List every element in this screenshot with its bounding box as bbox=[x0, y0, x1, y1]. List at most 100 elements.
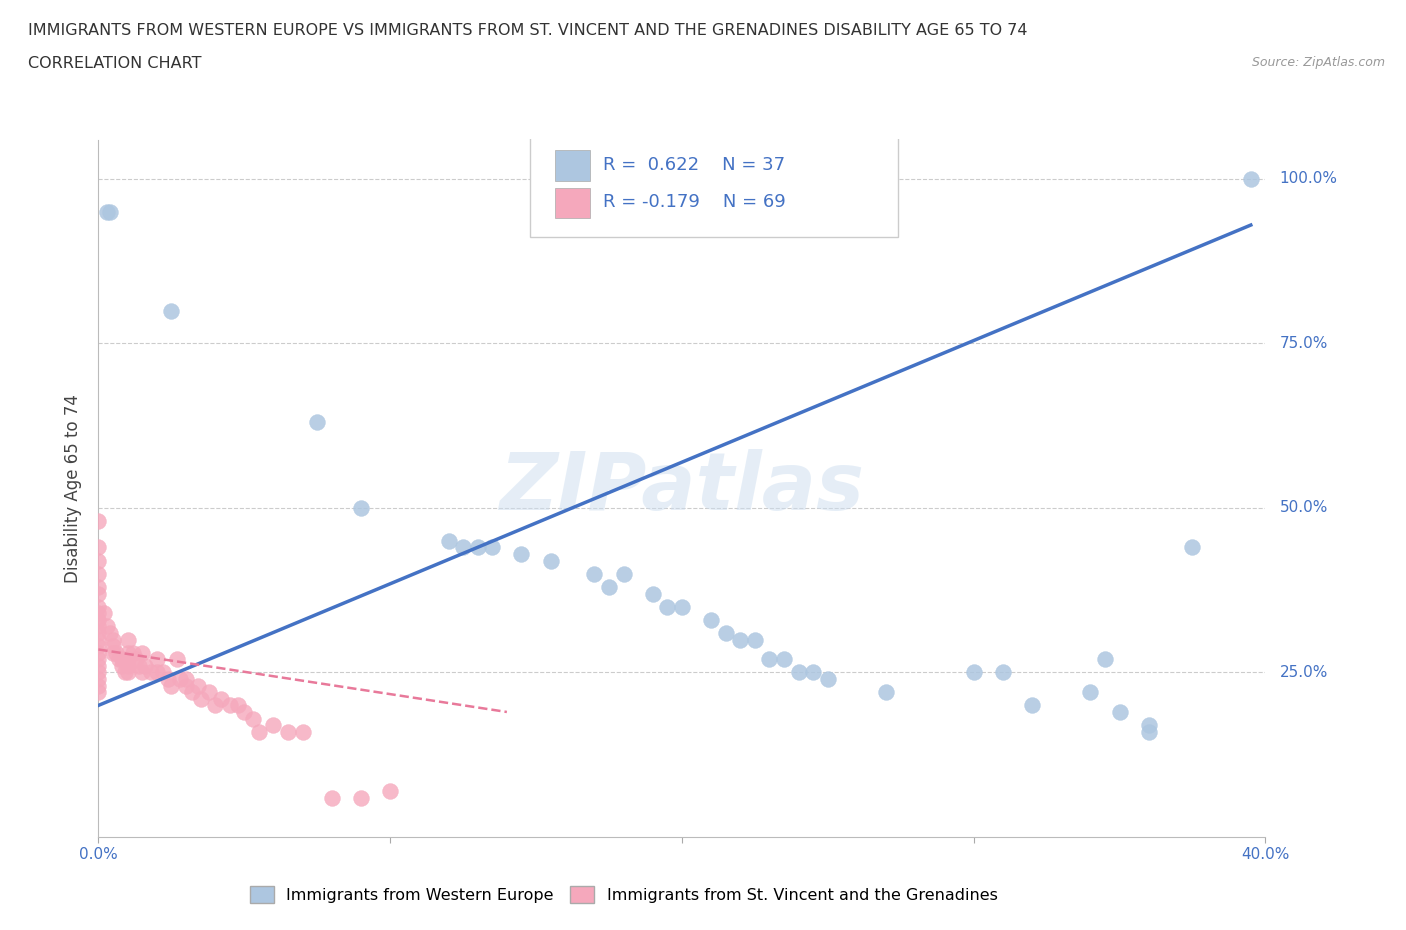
FancyBboxPatch shape bbox=[555, 188, 589, 219]
Point bbox=[350, 500, 373, 515]
Point bbox=[157, 671, 180, 686]
Point bbox=[204, 698, 226, 712]
Text: CORRELATION CHART: CORRELATION CHART bbox=[28, 56, 201, 71]
Point bbox=[540, 553, 562, 568]
Point bbox=[87, 678, 110, 693]
Point bbox=[198, 684, 221, 699]
Point bbox=[98, 205, 121, 219]
Point bbox=[641, 586, 664, 601]
Point bbox=[180, 684, 202, 699]
Point bbox=[758, 652, 780, 667]
Text: ZIPatlas: ZIPatlas bbox=[499, 449, 865, 527]
Point bbox=[87, 632, 110, 647]
Point bbox=[875, 684, 897, 699]
Point bbox=[87, 671, 110, 686]
Point bbox=[117, 645, 139, 660]
Point bbox=[228, 698, 250, 712]
Point bbox=[87, 513, 110, 528]
Point bbox=[101, 645, 124, 660]
Point bbox=[190, 691, 212, 706]
Point bbox=[773, 652, 796, 667]
Point bbox=[131, 665, 153, 680]
Point bbox=[787, 665, 810, 680]
Point bbox=[104, 645, 127, 660]
Point bbox=[187, 678, 209, 693]
Point bbox=[218, 698, 240, 712]
Point bbox=[612, 566, 634, 581]
Point bbox=[242, 711, 264, 726]
Point bbox=[671, 599, 693, 614]
Point bbox=[350, 790, 373, 805]
Point bbox=[87, 684, 110, 699]
Y-axis label: Disability Age 65 to 74: Disability Age 65 to 74 bbox=[65, 393, 83, 583]
Point bbox=[174, 671, 197, 686]
Point bbox=[451, 540, 474, 555]
Point bbox=[728, 632, 751, 647]
Legend: Immigrants from Western Europe, Immigrants from St. Vincent and the Grenadines: Immigrants from Western Europe, Immigran… bbox=[243, 880, 1004, 910]
Point bbox=[307, 415, 329, 430]
Text: 25.0%: 25.0% bbox=[1279, 665, 1327, 680]
Point bbox=[98, 626, 121, 641]
Point bbox=[1094, 652, 1116, 667]
Point bbox=[1181, 540, 1204, 555]
Text: 100.0%: 100.0% bbox=[1279, 171, 1337, 187]
Point bbox=[700, 613, 723, 628]
Text: IMMIGRANTS FROM WESTERN EUROPE VS IMMIGRANTS FROM ST. VINCENT AND THE GRENADINES: IMMIGRANTS FROM WESTERN EUROPE VS IMMIGR… bbox=[28, 23, 1028, 38]
Point bbox=[128, 658, 150, 673]
Text: 50.0%: 50.0% bbox=[1279, 500, 1327, 515]
Point bbox=[714, 626, 737, 641]
FancyBboxPatch shape bbox=[555, 150, 589, 180]
Point bbox=[598, 579, 620, 594]
Point bbox=[209, 691, 232, 706]
Point bbox=[1137, 718, 1160, 733]
Point bbox=[96, 619, 118, 634]
Point bbox=[87, 639, 110, 654]
Point bbox=[93, 605, 115, 620]
Point bbox=[321, 790, 343, 805]
Point bbox=[87, 599, 110, 614]
Point bbox=[87, 553, 110, 568]
Point bbox=[166, 652, 188, 667]
Point bbox=[146, 665, 169, 680]
Point bbox=[510, 547, 533, 562]
Point bbox=[87, 586, 110, 601]
Point bbox=[1108, 705, 1130, 720]
Point bbox=[1137, 724, 1160, 739]
Point bbox=[467, 540, 489, 555]
Point bbox=[481, 540, 503, 555]
Point bbox=[160, 678, 183, 693]
Point bbox=[117, 658, 139, 673]
Point bbox=[744, 632, 766, 647]
FancyBboxPatch shape bbox=[530, 133, 898, 237]
Point bbox=[87, 605, 110, 620]
Point bbox=[1080, 684, 1102, 699]
Point bbox=[134, 658, 156, 673]
Point bbox=[962, 665, 984, 680]
Point bbox=[1021, 698, 1043, 712]
Point bbox=[101, 639, 124, 654]
Point bbox=[122, 645, 145, 660]
Point bbox=[160, 303, 183, 318]
Point bbox=[87, 566, 110, 581]
Point bbox=[174, 678, 197, 693]
Point bbox=[277, 724, 299, 739]
Point bbox=[114, 665, 136, 680]
Point bbox=[991, 665, 1014, 680]
Point bbox=[139, 665, 162, 680]
Point bbox=[87, 645, 110, 660]
Text: R = -0.179    N = 69: R = -0.179 N = 69 bbox=[603, 193, 786, 211]
Point bbox=[131, 645, 153, 660]
Text: Source: ZipAtlas.com: Source: ZipAtlas.com bbox=[1251, 56, 1385, 69]
Point bbox=[87, 652, 110, 667]
Point bbox=[657, 599, 679, 614]
Point bbox=[117, 652, 139, 667]
Text: 75.0%: 75.0% bbox=[1279, 336, 1327, 351]
Point bbox=[583, 566, 606, 581]
Point bbox=[87, 579, 110, 594]
Point bbox=[801, 665, 824, 680]
Point bbox=[437, 534, 460, 549]
Text: R =  0.622    N = 37: R = 0.622 N = 37 bbox=[603, 155, 785, 174]
Point bbox=[117, 665, 139, 680]
Point bbox=[817, 671, 839, 686]
Point bbox=[87, 540, 110, 555]
